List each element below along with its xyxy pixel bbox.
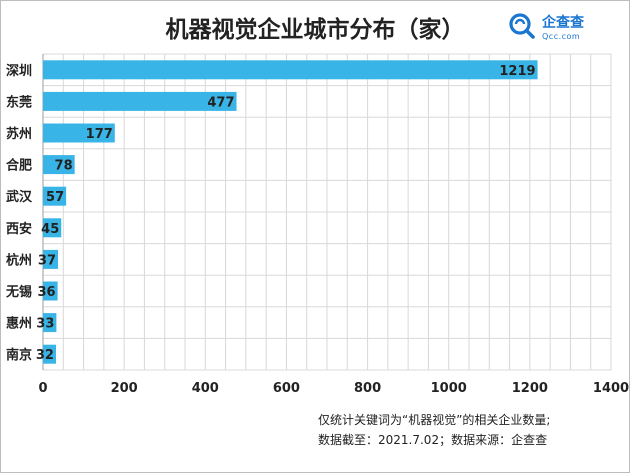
qcc-logo: 企查查 Qcc.com (508, 10, 618, 46)
bar-value-label: 45 (41, 222, 59, 237)
x-tick-label: 1000 (431, 381, 467, 396)
bar-3 (43, 155, 75, 175)
bar-1 (43, 91, 237, 111)
logo-domain: Qcc.com (542, 32, 581, 41)
category-label: 杭州 (6, 252, 32, 268)
category-label: 东莞 (6, 94, 32, 110)
qcc-magnifier-icon (509, 13, 535, 39)
x-tick-label: 200 (111, 381, 138, 396)
category-label: 苏州 (6, 126, 32, 142)
x-tick-label: 400 (192, 381, 219, 396)
x-tick-label: 800 (354, 381, 381, 396)
chart-notes: 仅统计关键词为“机器视觉”的相关企业数量; 数据截至：2021.7.02；数据来… (318, 410, 618, 450)
bar-2 (43, 123, 115, 143)
bar-chart: 0 200 400 600 800 1000 1200 1400 深圳 1219 东莞 477 苏州 17… (5, 53, 629, 396)
note-scope: 仅统计关键词为“机器视觉”的相关企业数量; (318, 413, 551, 427)
note-source: 数据截至：2021.7.02；数据来源：企查查 (318, 433, 548, 447)
bar-value-label: 32 (36, 348, 54, 363)
x-tick-label: 1200 (512, 381, 548, 396)
category-label: 武汉 (6, 189, 33, 205)
bar-value-label: 36 (38, 285, 56, 300)
bar-6 (43, 249, 59, 269)
category-label: 合肥 (6, 158, 32, 174)
category-label: 南京 (6, 347, 32, 363)
x-tick-label: 1400 (593, 381, 629, 396)
category-label: 惠州 (6, 316, 32, 332)
chart-title: 机器视觉企业城市分布（家） (165, 17, 465, 43)
bar-value-label: 37 (38, 253, 56, 268)
bar-4 (43, 186, 67, 206)
bar-9 (43, 344, 56, 364)
category-label: 深圳 (6, 63, 32, 79)
bar-value-label: 1219 (499, 64, 535, 79)
bar-value-label: 78 (55, 159, 73, 174)
category-label: 无锡 (5, 284, 32, 300)
bar-8 (43, 313, 57, 333)
bar-5 (43, 218, 62, 238)
x-tick-label: 600 (273, 381, 300, 396)
bar-7 (43, 281, 58, 301)
category-label: 西安 (6, 221, 32, 237)
bar-value-label: 57 (46, 190, 64, 205)
bar-value-label: 477 (207, 95, 234, 110)
bar-0 (43, 60, 538, 80)
bar-value-label: 33 (36, 317, 54, 332)
bar-value-label: 177 (86, 127, 113, 142)
x-tick-label: 0 (38, 381, 47, 396)
logo-name: 企查查 (542, 15, 584, 31)
